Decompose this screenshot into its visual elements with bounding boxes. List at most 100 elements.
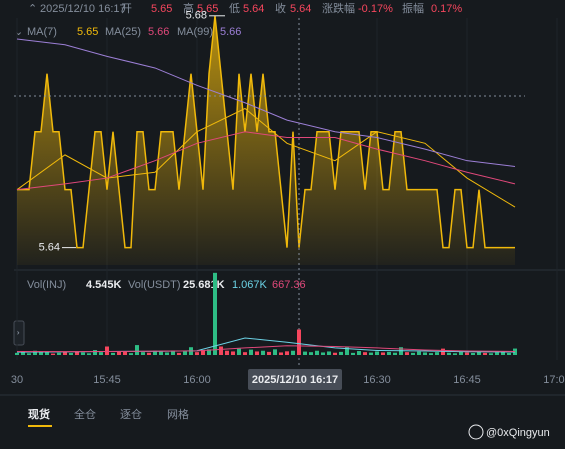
volume-bar bbox=[111, 352, 115, 355]
volume-bar bbox=[183, 351, 187, 355]
value: 5.65 bbox=[197, 3, 218, 15]
volume-bar bbox=[411, 352, 415, 355]
volume-bar bbox=[357, 351, 361, 355]
tab[interactable]: 现货 bbox=[28, 407, 50, 421]
volume-bar bbox=[393, 352, 397, 355]
volume-bar bbox=[267, 351, 271, 355]
volume-bar bbox=[333, 352, 337, 355]
volume-bar bbox=[201, 350, 205, 355]
icon: ⌃ bbox=[28, 3, 37, 15]
volume-bar bbox=[489, 353, 493, 355]
tab[interactable]: 全仓 bbox=[74, 407, 96, 421]
volume-bar bbox=[435, 352, 439, 355]
volume-bar bbox=[129, 353, 133, 355]
icon: › bbox=[16, 327, 20, 339]
volume-bar bbox=[165, 352, 169, 355]
volume-bar bbox=[225, 350, 229, 355]
volume-bar bbox=[465, 352, 469, 355]
price-line bbox=[17, 15, 515, 249]
label: 涨跌幅 bbox=[322, 1, 355, 15]
volume-bar bbox=[291, 350, 295, 355]
volume-bar bbox=[285, 351, 289, 355]
volume-bar bbox=[255, 351, 259, 355]
volume-bar bbox=[51, 353, 55, 355]
volume-bar bbox=[99, 352, 103, 355]
vol-value: 4.545K bbox=[86, 279, 122, 291]
value: 5.64 bbox=[290, 3, 311, 15]
volume-bar bbox=[303, 351, 307, 355]
volume-bar bbox=[507, 353, 511, 355]
volume-bar bbox=[21, 351, 25, 355]
ma-value: 5.65 bbox=[77, 26, 98, 38]
volume-bar bbox=[471, 353, 475, 355]
volume-bar bbox=[309, 352, 313, 355]
volume-bar bbox=[39, 352, 43, 355]
vol-ma: 667.36 bbox=[272, 279, 306, 291]
volume-bar bbox=[423, 352, 427, 355]
volume-bar bbox=[93, 350, 97, 355]
ma-name: MA(7) bbox=[27, 26, 57, 38]
volume-bar bbox=[177, 352, 181, 355]
crosshair-label-bg bbox=[248, 369, 342, 390]
volume-bar bbox=[279, 352, 283, 355]
volume-bar bbox=[369, 352, 373, 355]
volume-bar bbox=[321, 352, 325, 355]
volume-bar bbox=[477, 351, 481, 355]
value: -0.17% bbox=[358, 3, 393, 15]
x-tick-label: 16:30 bbox=[363, 374, 391, 386]
volume-bar bbox=[417, 351, 421, 355]
tab-underline bbox=[28, 425, 52, 427]
ma-value: 5.66 bbox=[220, 26, 241, 38]
volume-bar bbox=[273, 349, 277, 355]
volume-bar bbox=[15, 352, 19, 355]
volume-bar bbox=[159, 351, 163, 355]
time: 2025/12/10 16:17 bbox=[40, 3, 126, 15]
ma-value: 5.66 bbox=[148, 26, 169, 38]
volume-bar bbox=[141, 352, 145, 355]
volume-bar bbox=[405, 352, 409, 355]
value: 5.64 bbox=[243, 3, 264, 15]
volume-bar bbox=[339, 351, 343, 355]
low-label: 5.64 bbox=[39, 242, 60, 254]
ma-name: MA(25) bbox=[105, 26, 141, 38]
ma-name: MA(99) bbox=[177, 26, 213, 38]
volume-bar bbox=[261, 350, 265, 355]
volume-bar bbox=[195, 352, 199, 355]
volume-bar bbox=[501, 351, 505, 355]
volume-bar bbox=[63, 352, 67, 355]
volume-bar bbox=[327, 351, 331, 355]
ma-line bbox=[16, 38, 516, 167]
volume-bar bbox=[297, 329, 301, 355]
volume-bar bbox=[219, 346, 223, 355]
volume-bar bbox=[345, 346, 349, 355]
volume-bar bbox=[243, 352, 247, 355]
volume-ma bbox=[16, 345, 516, 353]
label: 收 bbox=[275, 1, 286, 15]
volume-bar bbox=[375, 351, 379, 355]
icon bbox=[468, 424, 484, 440]
vol-ma: 1.067K bbox=[232, 279, 268, 291]
volume-bar bbox=[87, 353, 91, 355]
ma-line bbox=[16, 107, 516, 208]
vol-label: Vol(USDT) bbox=[128, 279, 181, 291]
value: 5.65 bbox=[151, 3, 172, 15]
tab[interactable]: 逐仓 bbox=[120, 407, 142, 421]
icon: ⌄ bbox=[14, 26, 23, 38]
x-tick-label: 16:00 bbox=[183, 374, 211, 386]
label: 低 bbox=[229, 2, 240, 15]
volume-bar bbox=[351, 352, 355, 355]
volume-bar bbox=[237, 348, 241, 355]
volume-bar bbox=[105, 346, 109, 355]
volume-bar bbox=[57, 352, 61, 355]
tab[interactable]: 网格 bbox=[167, 407, 189, 421]
volume-bar bbox=[135, 345, 139, 355]
volume-bar bbox=[459, 351, 463, 355]
x-tick-label: 17:00 bbox=[543, 374, 565, 386]
volume-bar bbox=[69, 353, 73, 355]
label: 振幅 bbox=[402, 1, 424, 15]
label: 开 bbox=[121, 3, 132, 15]
volume-bar bbox=[207, 349, 211, 355]
x-tick-label: 15:45 bbox=[93, 374, 121, 386]
volume-bar bbox=[27, 353, 31, 355]
